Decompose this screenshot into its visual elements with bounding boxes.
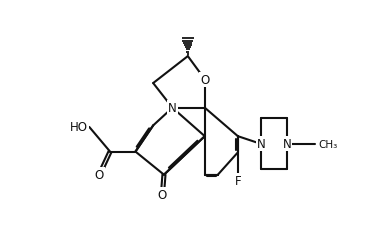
Text: N: N: [256, 138, 265, 151]
Text: O: O: [158, 188, 167, 201]
Text: F: F: [234, 175, 241, 188]
Text: N: N: [168, 102, 177, 115]
Text: O: O: [200, 73, 209, 86]
Text: O: O: [95, 168, 104, 181]
Text: HO: HO: [70, 121, 88, 134]
Text: CH₃: CH₃: [318, 139, 337, 149]
Text: N: N: [283, 138, 291, 151]
